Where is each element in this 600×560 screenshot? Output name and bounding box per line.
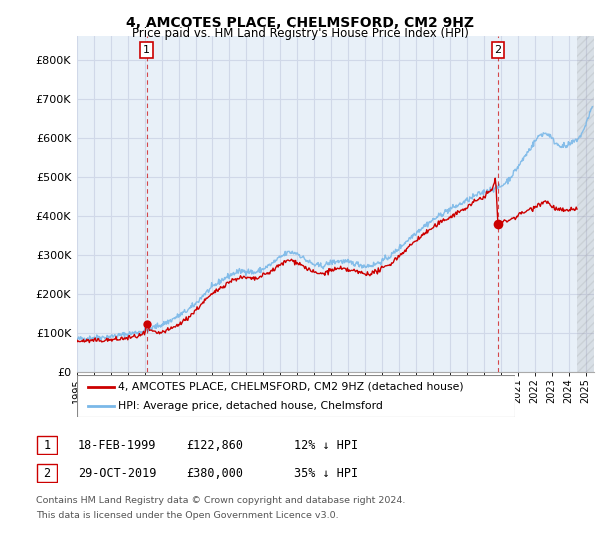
Text: 1: 1 (44, 438, 50, 452)
Text: 18-FEB-1999: 18-FEB-1999 (78, 438, 157, 452)
Text: £380,000: £380,000 (186, 466, 243, 480)
Text: 1: 1 (143, 45, 150, 55)
Text: 35% ↓ HPI: 35% ↓ HPI (294, 466, 358, 480)
Text: Contains HM Land Registry data © Crown copyright and database right 2024.: Contains HM Land Registry data © Crown c… (36, 496, 406, 505)
Text: HPI: Average price, detached house, Chelmsford: HPI: Average price, detached house, Chel… (118, 401, 383, 411)
Text: 4, AMCOTES PLACE, CHELMSFORD, CM2 9HZ: 4, AMCOTES PLACE, CHELMSFORD, CM2 9HZ (126, 16, 474, 30)
Text: 12% ↓ HPI: 12% ↓ HPI (294, 438, 358, 452)
Text: 2: 2 (494, 45, 502, 55)
Bar (577, 36, 594, 372)
Text: £122,860: £122,860 (186, 438, 243, 452)
Text: Price paid vs. HM Land Registry's House Price Index (HPI): Price paid vs. HM Land Registry's House … (131, 27, 469, 40)
Text: This data is licensed under the Open Government Licence v3.0.: This data is licensed under the Open Gov… (36, 511, 338, 520)
Text: 2: 2 (44, 466, 50, 480)
Text: 4, AMCOTES PLACE, CHELMSFORD, CM2 9HZ (detached house): 4, AMCOTES PLACE, CHELMSFORD, CM2 9HZ (d… (118, 381, 464, 391)
Text: 29-OCT-2019: 29-OCT-2019 (78, 466, 157, 480)
